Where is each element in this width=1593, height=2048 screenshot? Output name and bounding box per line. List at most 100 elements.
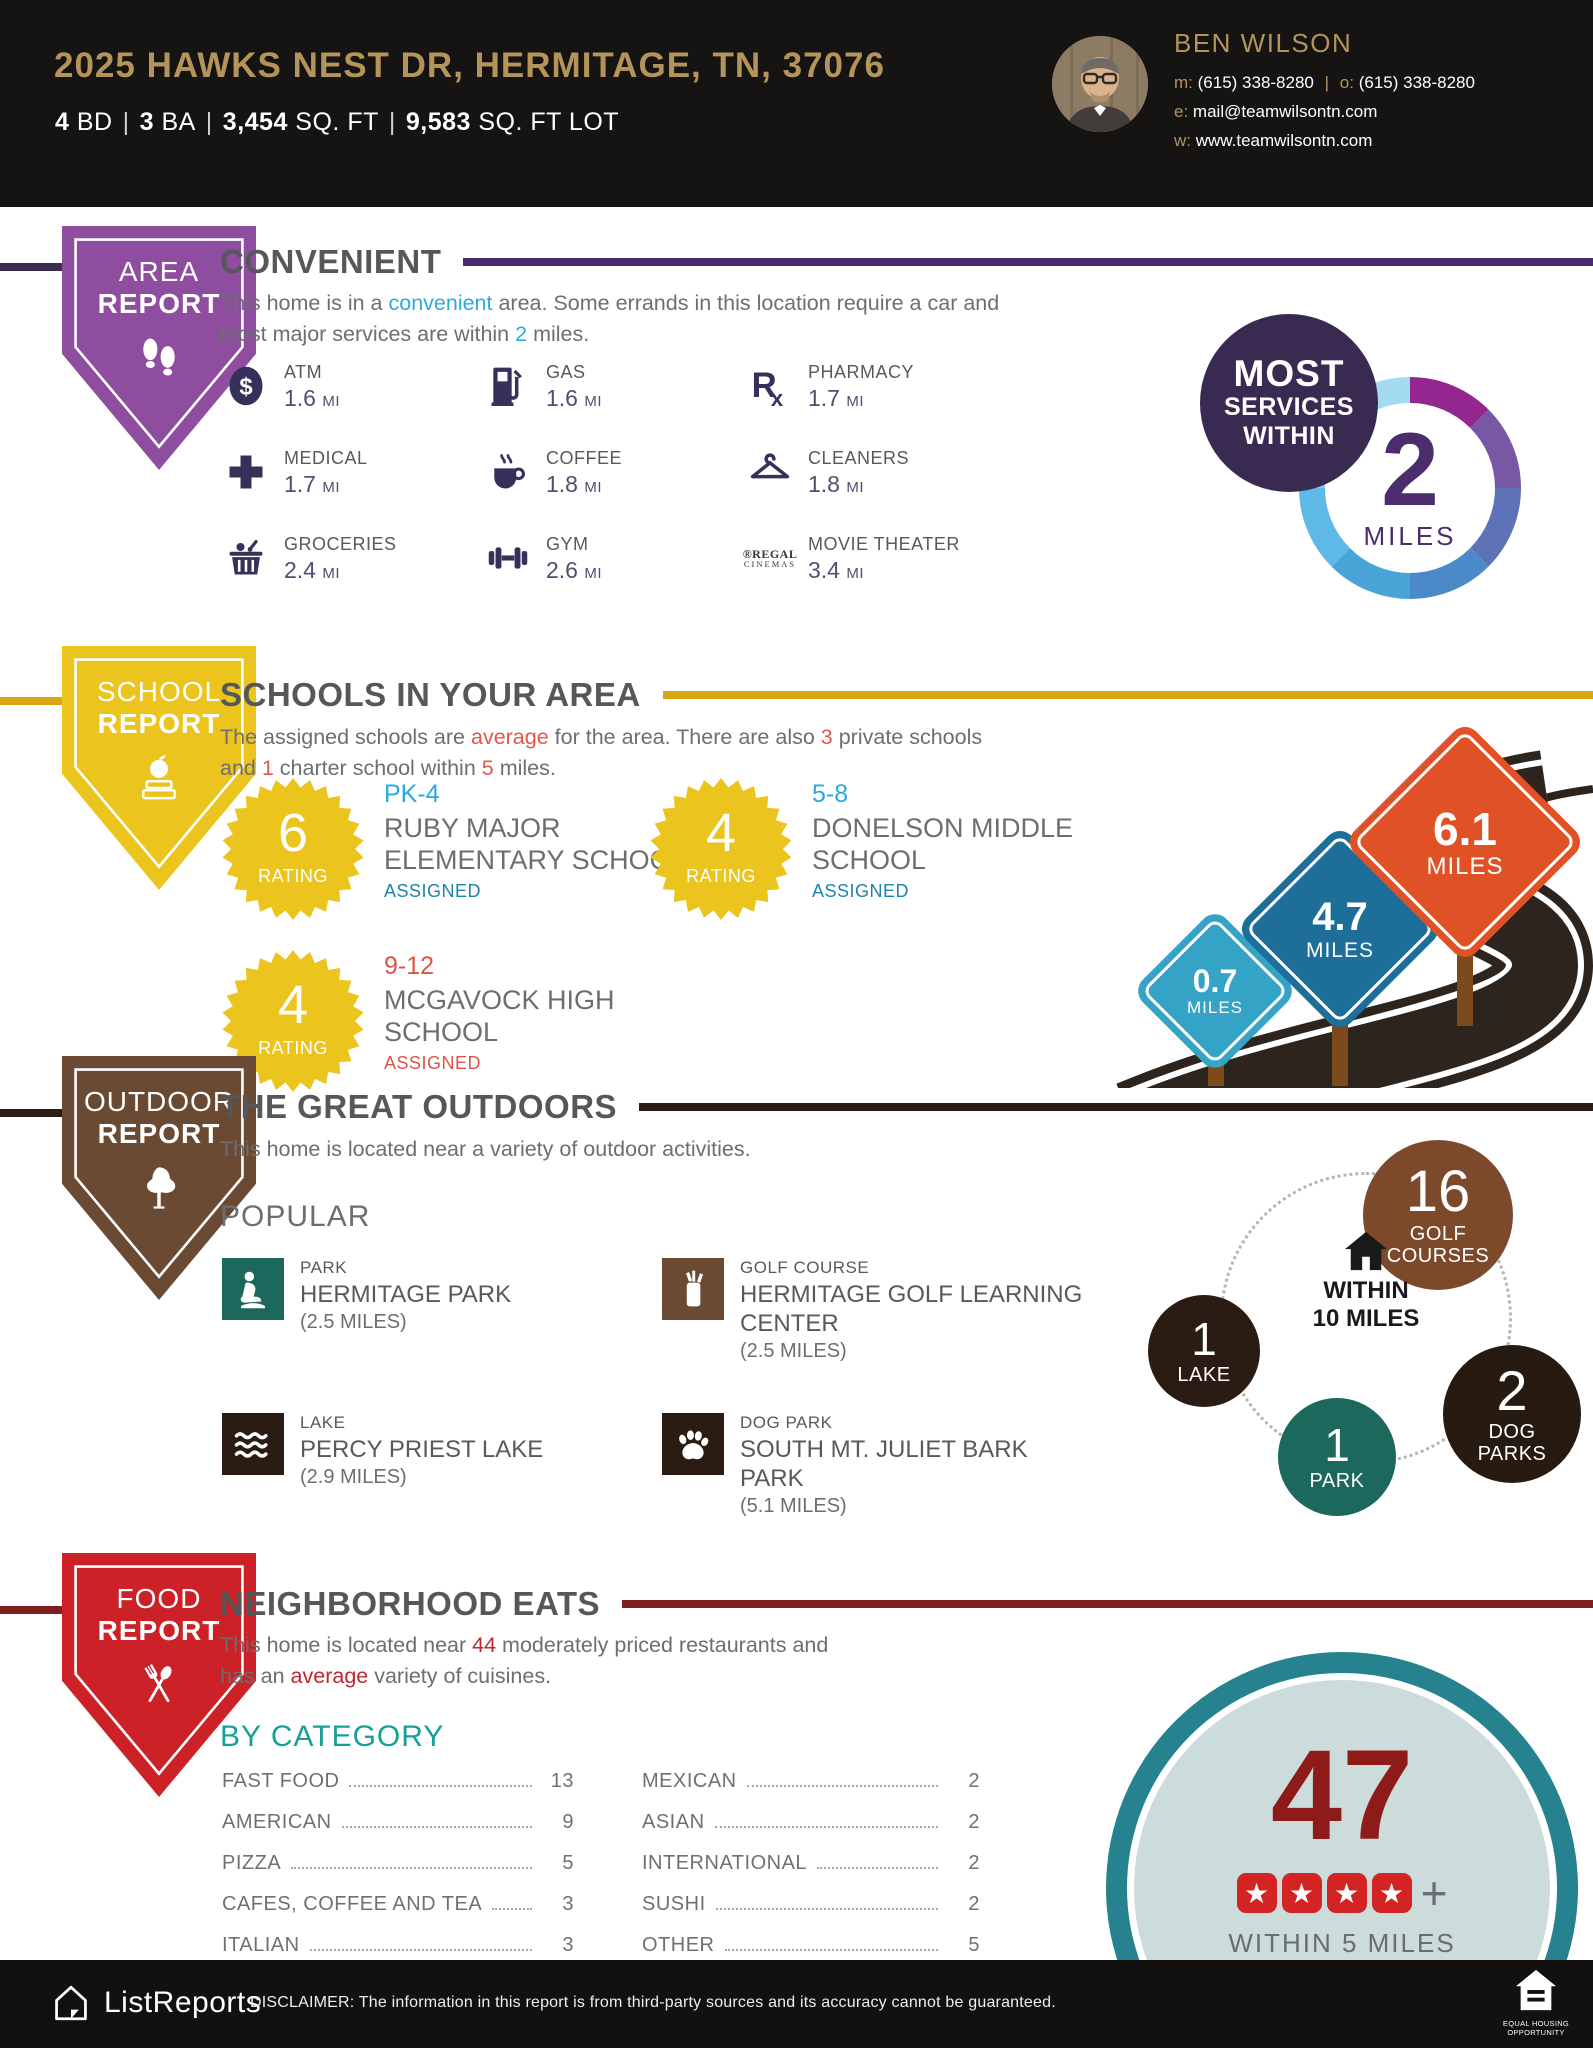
stat-count: 1 (1191, 1313, 1217, 1365)
outdoor-description: This home is located near a variety of o… (220, 1137, 751, 1161)
dotted-leader (714, 1826, 938, 1828)
place-distance: (2.5 MILES) (740, 1340, 847, 1362)
dotted-leader (715, 1908, 938, 1910)
listreports-house-icon (55, 1985, 87, 2021)
agent-website: www.teamwilsontn.com (1195, 131, 1373, 150)
apple-book-icon (62, 752, 256, 811)
service-name: PHARMACY (808, 362, 915, 382)
listreports-brand: ListReports (104, 1986, 262, 2019)
school-name: RUBY MAJOR ELEMENTARY SCHOOL (384, 813, 686, 875)
place-name: PERCY PRIEST LAKE (300, 1436, 544, 1463)
miles-value: 2 (1381, 411, 1439, 528)
outdoor-stats-diagram: 16 GOLF COURSES 1 LAKE 2 DOG PARKS 1 PARK … (1148, 1140, 1593, 1525)
footer: ListReports DISCLAIMER: The information … (0, 1960, 1593, 2048)
agent-info: BEN WILSON m: (615) 338-8280 | o: (615) … (1174, 28, 1475, 155)
within-10-miles-label: WITHIN 10 MILES (1266, 1230, 1466, 1333)
badge-shield-shape (62, 1553, 256, 1797)
agent-photo (1052, 36, 1148, 132)
service-item: GAS 1.6 MI (484, 362, 746, 412)
coffee-icon (484, 448, 532, 496)
category-row: FAST FOOD 13 (222, 1770, 574, 1811)
badge-line2: REPORT (97, 1118, 221, 1149)
outdoor-stat-circle: 1 LAKE (1148, 1295, 1260, 1407)
movie-icon: ®REGAL CINEMAS (743, 534, 797, 582)
service-item: ®REGAL CINEMAS MOVIE THEATER 3.4 MI (743, 534, 1086, 584)
restaurant-count: 47 (1270, 1724, 1414, 1867)
within-line2: 10 MILES (1312, 1305, 1420, 1332)
miles-unit: MILES (1363, 521, 1457, 552)
badge-line1: OUTDOOR (83, 1086, 235, 1117)
park-icon (222, 1258, 284, 1320)
service-name: COFFEE (546, 448, 623, 468)
category-count: 3 (562, 1934, 574, 1956)
msw-line2: SERVICES (1224, 393, 1354, 421)
place-name: HERMITAGE PARK (300, 1281, 512, 1308)
service-name: MOVIE THEATER (808, 534, 960, 554)
star-icon: ★ (1326, 1873, 1367, 1913)
service-name: ATM (284, 362, 323, 382)
golf-icon (662, 1258, 724, 1320)
star-icon: ★ (1236, 1873, 1277, 1913)
area-report-badge: AREA REPORT (62, 226, 256, 470)
service-distance: 1.6 MI (284, 385, 341, 411)
spec-item: 3 BA (139, 108, 196, 136)
school-item: 4 RATING 9-12 MCGAVOCK HIGH SCHOOL ASSIG… (222, 950, 729, 1092)
food-section-line (0, 1606, 64, 1614)
area-heading-rule (463, 258, 1593, 266)
badge-shield-shape (62, 226, 256, 470)
distance-sign: 6.1 MILES (1343, 720, 1587, 964)
service-distance: 1.8 MI (546, 471, 603, 497)
school-rating: 4 (705, 803, 737, 863)
medical-icon (222, 448, 270, 496)
category-name: INTERNATIONAL (642, 1852, 808, 1874)
service-item: GROCERIES 2.4 MI (222, 534, 484, 584)
spec-item: 4 BD (55, 108, 113, 136)
food-heading: NEIGHBORHOOD EATS (220, 1585, 601, 1622)
service-distance: 2.6 MI (546, 557, 603, 583)
school-heading-rule (662, 691, 1593, 699)
outdoor-section-head: THE GREAT OUTDOORS (220, 1088, 1593, 1126)
category-name: ITALIAN (222, 1934, 300, 1956)
stat-count: 2 (1496, 1359, 1528, 1422)
area-heading: CONVENIENT (220, 243, 442, 280)
svg-text:$: $ (239, 373, 252, 400)
gym-icon (484, 534, 532, 582)
food-description: This home is located near 44 moderately … (220, 1633, 829, 1688)
food-heading-rule (622, 1600, 1593, 1608)
category-name: AMERICAN (222, 1811, 332, 1833)
outdoor-report-badge: OUTDOOR REPORT (62, 1056, 256, 1300)
school-heading: SCHOOLS IN YOUR AREA (220, 676, 641, 713)
tree-icon (62, 1162, 256, 1219)
outdoor-stat-circle: 16 GOLF COURSES (1363, 1140, 1513, 1290)
popular-subheading: POPULAR (220, 1200, 371, 1233)
place-type: LAKE (300, 1413, 346, 1432)
agent-email-line: e: mail@teamwilsontn.com (1174, 97, 1475, 126)
cleaners-icon (746, 448, 794, 496)
highlight-text: 44 (472, 1633, 497, 1657)
service-distance: 2.4 MI (284, 557, 341, 583)
msw-line1: MOST (1233, 353, 1345, 394)
category-count: 3 (562, 1893, 574, 1915)
stat-label: LAKE (1177, 1364, 1231, 1386)
highlight-text: 2 (515, 322, 528, 346)
dotted-leader (349, 1785, 532, 1787)
category-row: PIZZA 5 (222, 1852, 574, 1893)
spec-separator: | (205, 108, 213, 136)
sign-distance: 0.7 (1192, 963, 1238, 1000)
spec-separator: | (388, 108, 396, 136)
service-name: CLEANERS (808, 448, 910, 468)
outdoor-stat-circle: 1 PARK (1278, 1398, 1396, 1516)
outdoor-place-item: PARK HERMITAGE PARK (2.5 MILES) (222, 1258, 662, 1363)
school-section-head: SCHOOLS IN YOUR AREA (220, 676, 1593, 714)
service-name: GYM (546, 534, 589, 554)
paw-icon (662, 1413, 724, 1475)
sign-distance: 6.1 (1433, 802, 1497, 855)
category-count: 2 (968, 1811, 980, 1833)
star-icon: ★ (1281, 1873, 1322, 1913)
service-item: COFFEE 1.8 MI (484, 448, 746, 498)
stat-count: 1 (1324, 1419, 1350, 1471)
outdoor-heading-rule (639, 1103, 1593, 1111)
